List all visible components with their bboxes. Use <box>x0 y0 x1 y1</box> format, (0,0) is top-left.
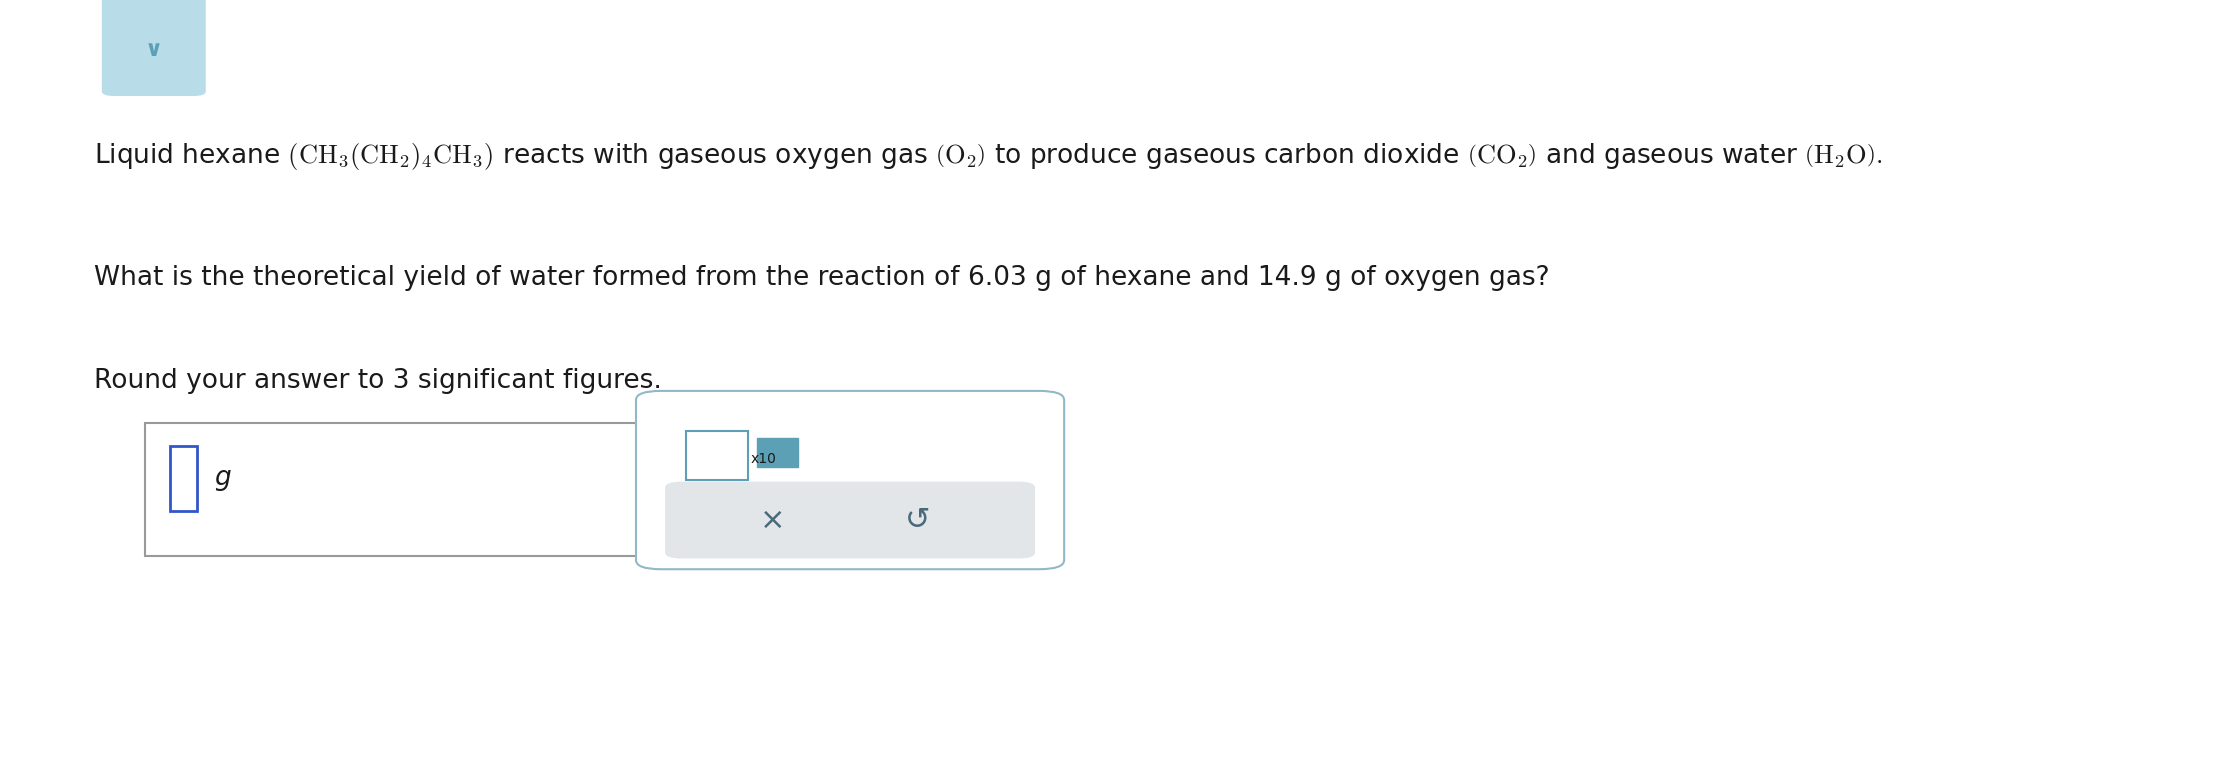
Text: What is the theoretical yield of water formed from the reaction of 6.03 g of hex: What is the theoretical yield of water f… <box>93 265 1549 291</box>
FancyBboxPatch shape <box>171 446 198 511</box>
FancyBboxPatch shape <box>755 438 798 467</box>
FancyBboxPatch shape <box>102 0 207 96</box>
FancyBboxPatch shape <box>144 423 653 556</box>
Text: x10: x10 <box>751 452 775 466</box>
FancyBboxPatch shape <box>664 482 1035 559</box>
Text: ∨: ∨ <box>144 40 162 59</box>
FancyBboxPatch shape <box>635 391 1064 569</box>
Text: Round your answer to 3 significant figures.: Round your answer to 3 significant figur… <box>93 368 662 394</box>
Text: ×: × <box>760 505 784 535</box>
Text: ↺: ↺ <box>904 505 931 535</box>
Text: Liquid hexane $\left(\mathrm{CH_3(CH_2)_4CH_3}\right)$ reacts with gaseous oxyge: Liquid hexane $\left(\mathrm{CH_3(CH_2)_… <box>93 141 1882 171</box>
Text: g: g <box>213 465 231 491</box>
FancyBboxPatch shape <box>687 431 749 480</box>
